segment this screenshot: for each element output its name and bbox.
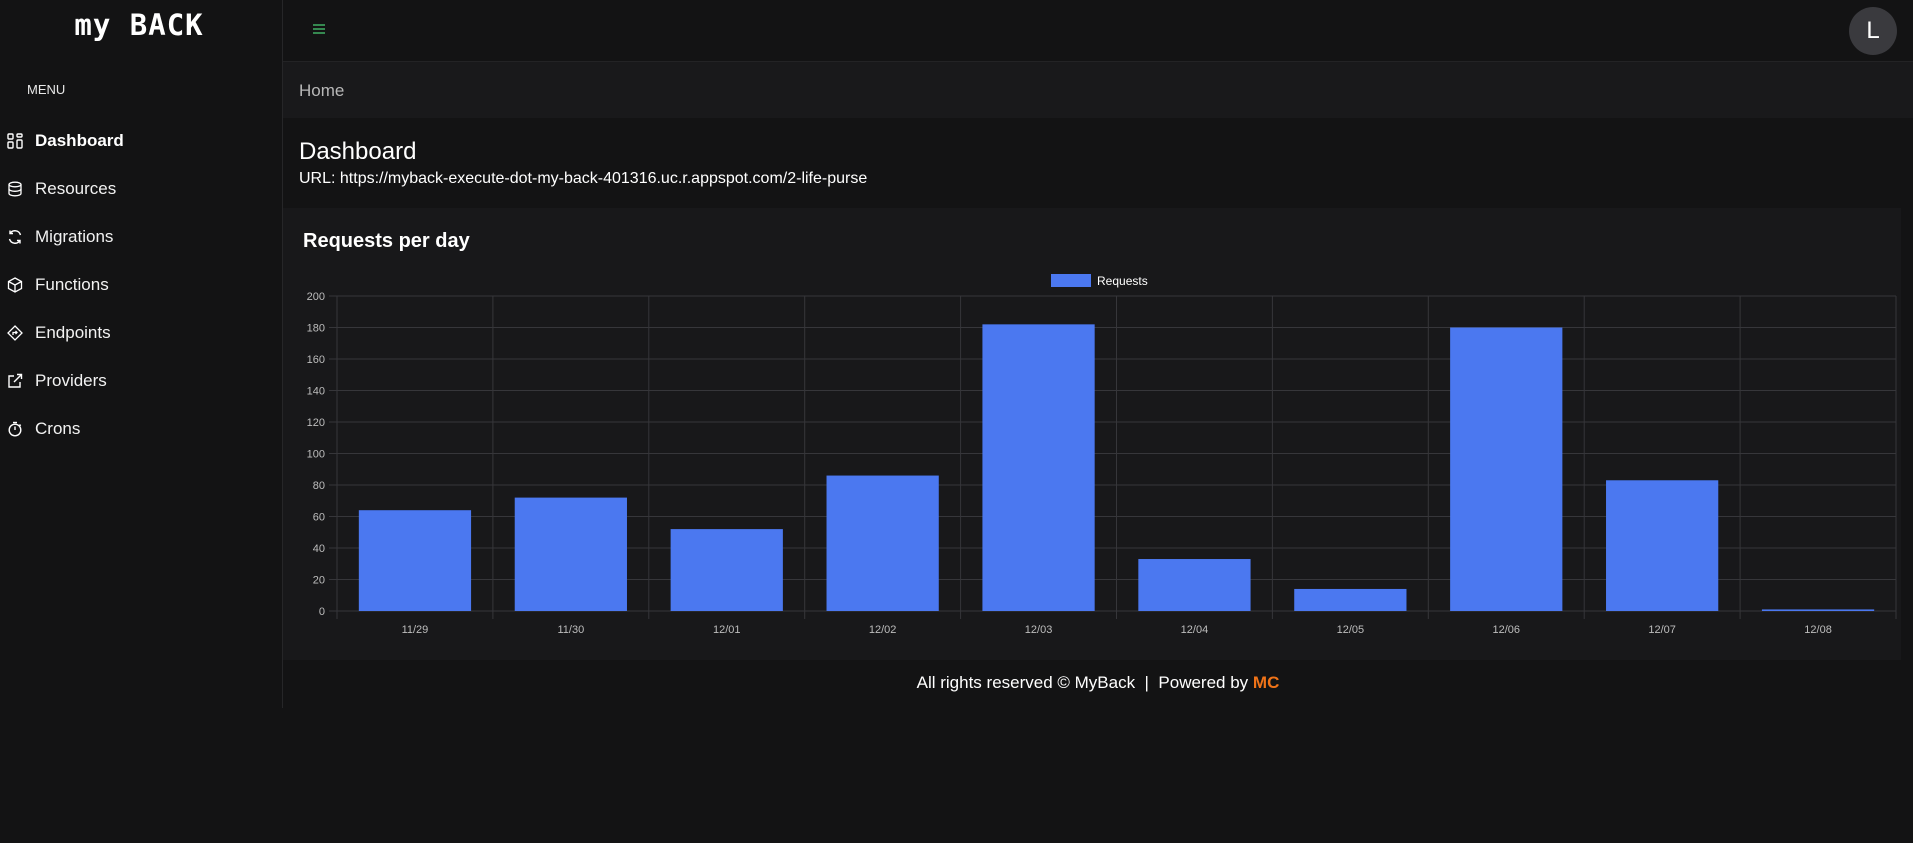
chart-bar [358,510,472,611]
footer-text: All rights reserved © MyBack | Powered b… [916,673,1253,692]
sidebar-item-label: Resources [35,179,117,198]
breadcrumb-bar: Home [283,62,1913,118]
sidebar: my BACK MENU Dashboard Resources [0,0,283,708]
sidebar-item-label: Providers [35,371,107,390]
y-tick-label: 20 [313,575,325,587]
top-bar: L [283,0,1913,62]
chart-bar [1294,588,1407,611]
sidebar-item-providers[interactable]: Providers [0,357,282,405]
y-tick-label: 180 [307,323,325,335]
x-tick-label: 12/06 [1492,624,1520,636]
y-tick-label: 120 [307,417,325,429]
sidebar-item-migrations[interactable]: Migrations [0,213,282,261]
external-link-icon [6,372,24,390]
refresh-icon [6,228,24,246]
menu-title: MENU [27,82,66,97]
x-tick-label: 12/02 [869,624,897,636]
x-tick-label: 12/08 [1804,624,1832,636]
chart-bar [670,529,783,611]
page-url: URL: https://myback-execute-dot-my-back-… [299,170,868,187]
x-tick-label: 12/01 [713,624,741,636]
x-tick-label: 12/04 [1181,624,1209,636]
y-tick-label: 80 [313,480,325,492]
sidebar-item-crons[interactable]: Crons [0,405,282,453]
page-title: Dashboard [299,138,417,165]
chart-bar [1450,327,1563,611]
sidebar-nav: Dashboard Resources Migrations [0,117,282,453]
x-tick-label: 11/30 [557,624,584,636]
chart-bar [1761,609,1875,611]
sidebar-item-label: Crons [35,419,81,438]
dashboard-icon [6,132,24,150]
database-icon [6,180,24,198]
chart-bar [826,475,939,611]
requests-chart-card: 0 20 40 60 80 100 120 140 160 180 200 11/29 11/30 12/… [283,208,1901,660]
avatar[interactable]: L [1849,7,1897,55]
sidebar-item-functions[interactable]: Functions [0,261,282,309]
footer: All rights reserved © MyBack | Powered b… [283,673,1913,693]
y-tick-label: 0 [319,606,325,618]
y-tick-label: 100 [307,449,325,461]
chart-bar [982,324,1095,611]
sidebar-item-label: Migrations [35,227,114,246]
sidebar-item-endpoints[interactable]: Endpoints [0,309,282,357]
legend-label: Requests [1097,274,1148,288]
footer-brand[interactable]: MC [1252,673,1280,692]
timer-icon [6,420,24,438]
breadcrumb-home[interactable]: Home [299,81,345,100]
chart-bar [1138,559,1251,611]
legend-swatch [1051,274,1091,287]
sidebar-item-label: Endpoints [35,323,111,342]
y-tick-label: 160 [307,354,325,366]
y-tick-label: 200 [307,291,325,303]
y-tick-label: 60 [313,512,325,524]
chart-title: Requests per day [303,230,470,252]
chart-bar [1606,480,1719,611]
y-tick-label: 40 [313,543,325,555]
x-tick-label: 12/03 [1025,624,1053,636]
x-tick-label: 12/07 [1648,624,1676,636]
route-icon [6,324,24,342]
x-tick-label: 11/29 [402,624,429,636]
hamburger-icon[interactable] [311,21,327,37]
y-tick-label: 140 [307,386,325,398]
sidebar-item-dashboard[interactable]: Dashboard [0,117,282,165]
sidebar-item-label: Dashboard [35,131,124,150]
cube-icon [6,276,24,294]
app-logo[interactable]: my BACK [74,8,204,42]
chart-bar [514,497,627,611]
sidebar-item-label: Functions [35,275,109,294]
sidebar-item-resources[interactable]: Resources [0,165,282,213]
requests-bar-chart: 0 20 40 60 80 100 120 140 160 180 200 11/29 11/30 12/… [307,274,1897,636]
x-tick-label: 12/05 [1337,624,1365,636]
